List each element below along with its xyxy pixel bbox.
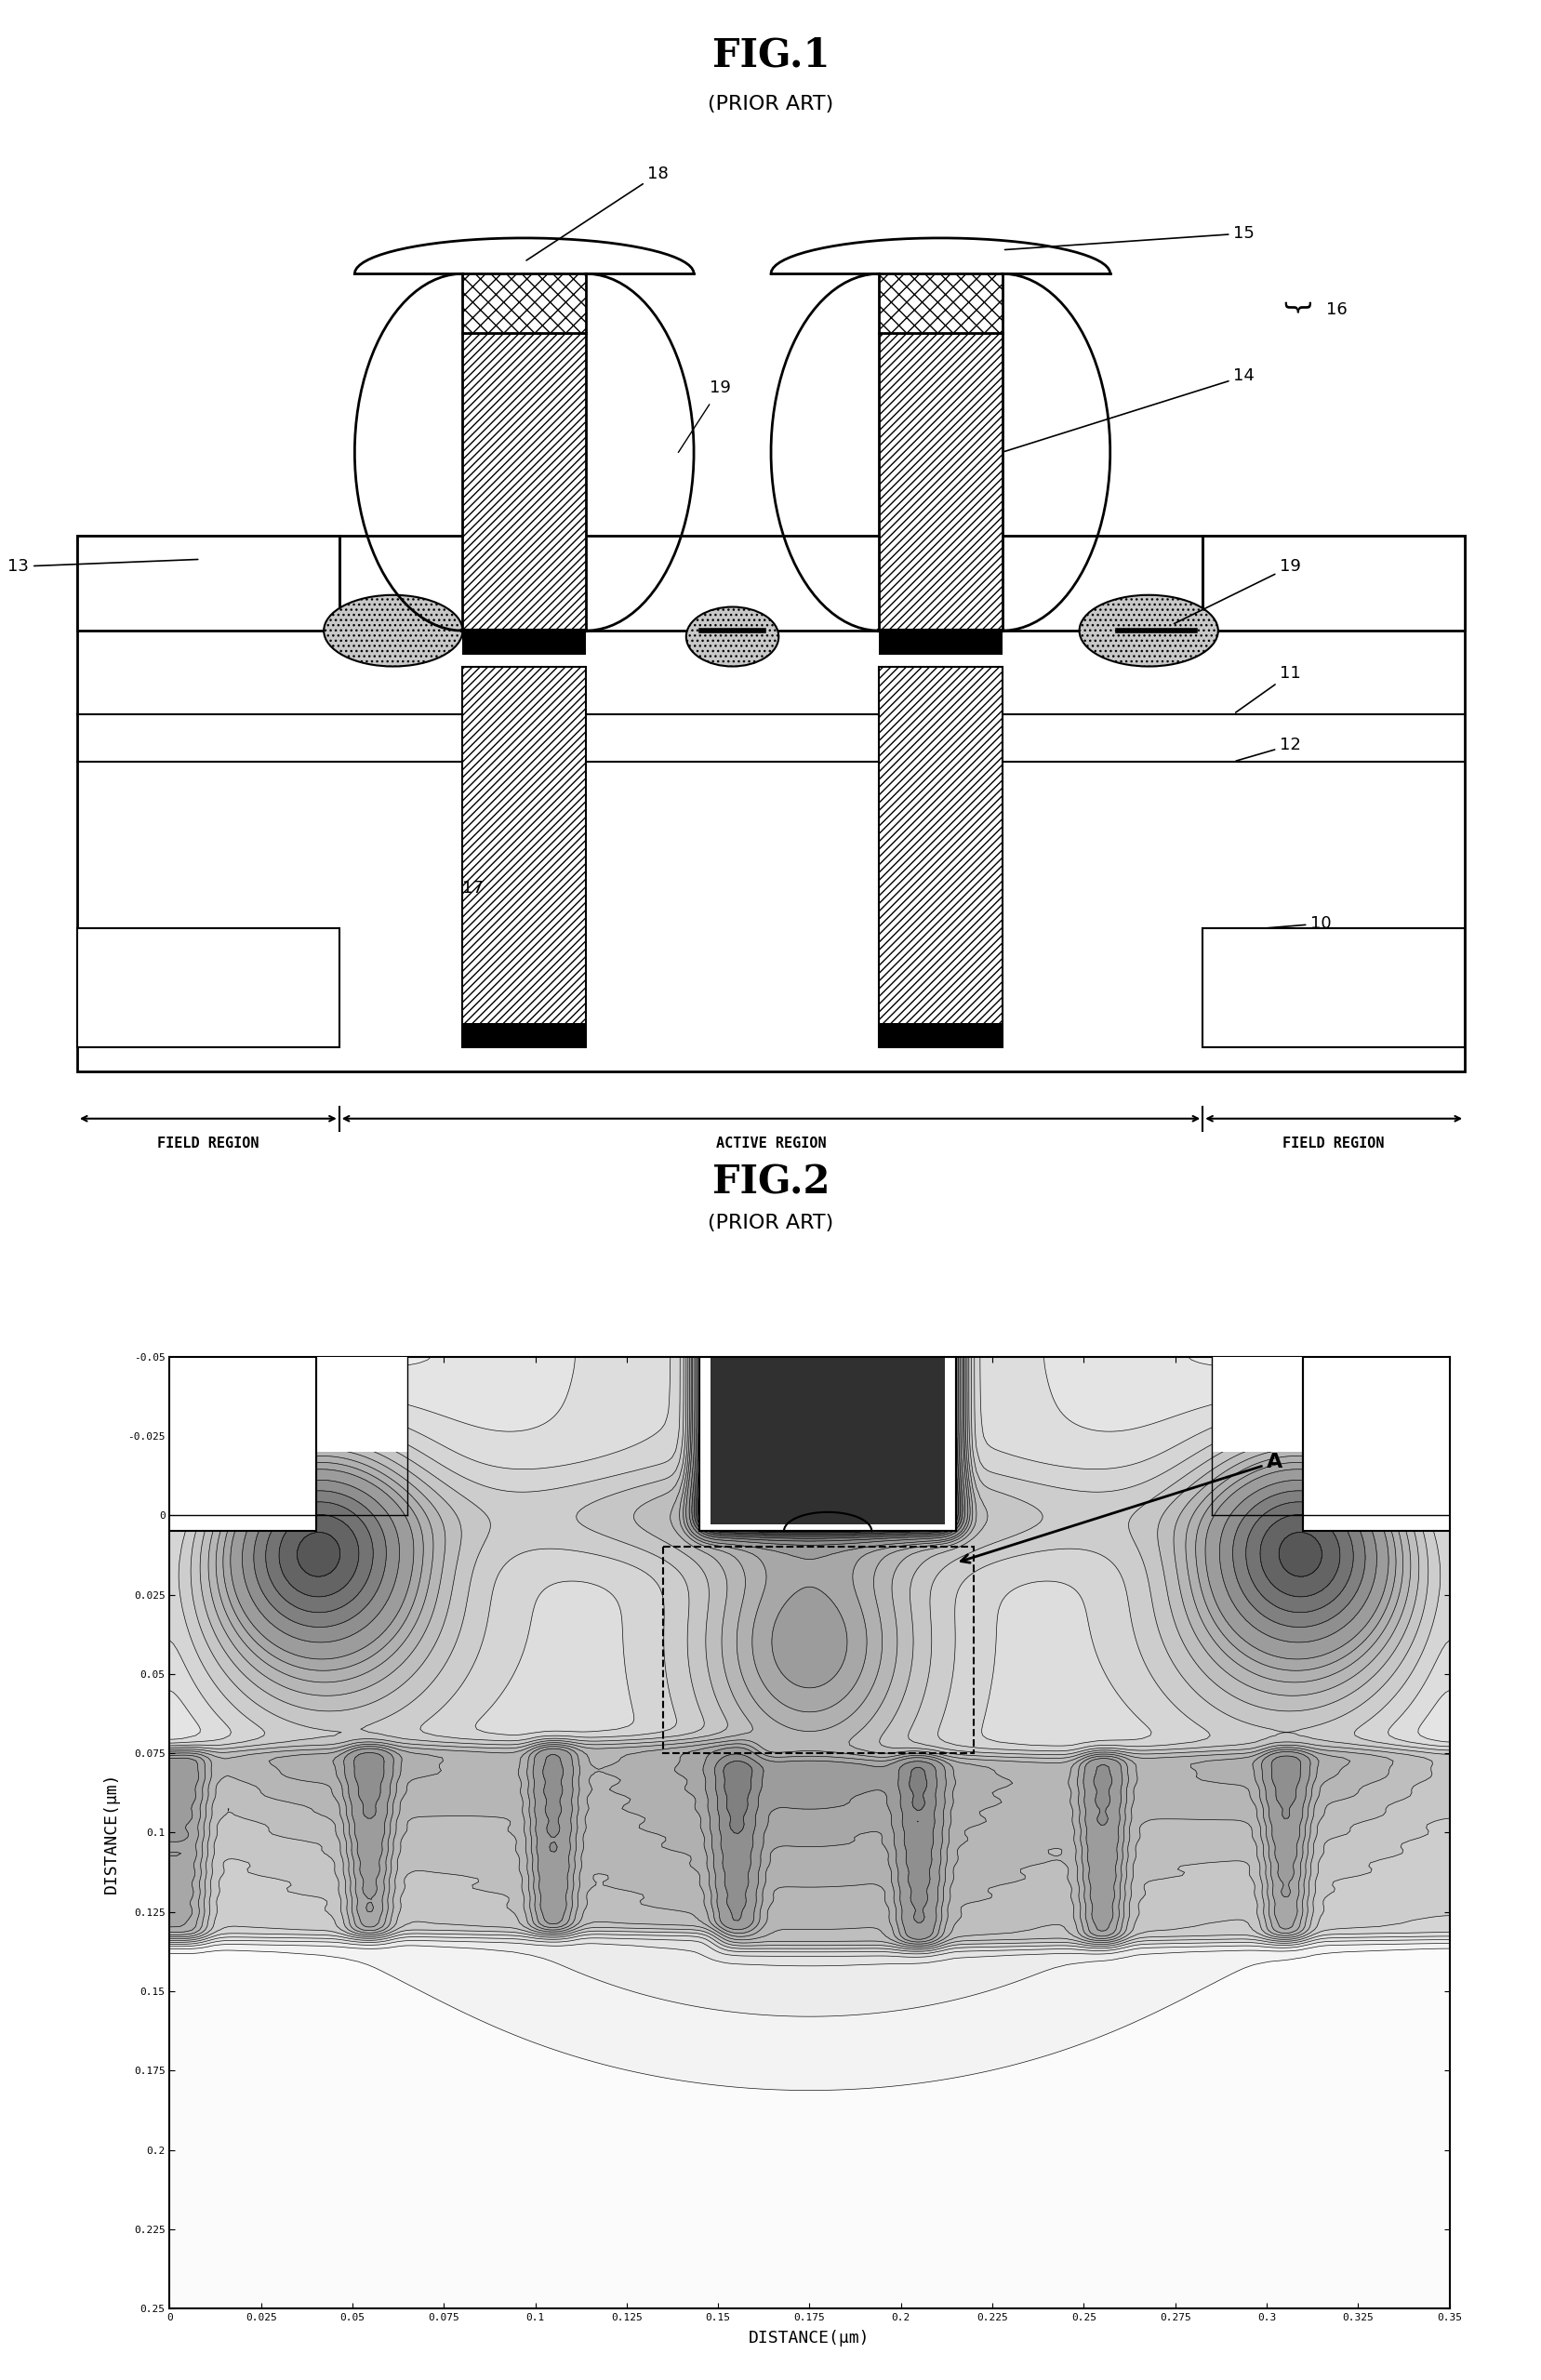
Bar [462, 1023, 586, 1047]
Text: 13: 13 [8, 559, 197, 576]
Bar [1202, 536, 1464, 631]
Text: FIG.1: FIG.1 [712, 36, 829, 74]
Bar [77, 536, 1464, 1071]
Bar [878, 333, 1002, 631]
Text: 17: 17 [462, 881, 484, 897]
Bar [878, 274, 1002, 333]
Bar [462, 631, 586, 654]
Text: (PRIOR ART): (PRIOR ART) [707, 1214, 834, 1233]
X-axis label: DISTANCE(μm): DISTANCE(μm) [749, 2330, 869, 2347]
Bar [462, 333, 586, 631]
Bar [710, 1357, 945, 1526]
Y-axis label: DISTANCE(μm): DISTANCE(μm) [103, 1773, 120, 1892]
Text: 10: 10 [1267, 916, 1331, 933]
Bar [462, 666, 586, 1047]
Text: ACTIVE REGION: ACTIVE REGION [715, 1135, 826, 1150]
Text: FIG.2: FIG.2 [712, 1164, 829, 1202]
Text: 12: 12 [1236, 738, 1301, 762]
Text: 19: 19 [709, 381, 730, 397]
Ellipse shape [324, 595, 462, 666]
Text: 16: 16 [1325, 300, 1347, 319]
Text: (PRIOR ART): (PRIOR ART) [707, 95, 834, 114]
Ellipse shape [1079, 595, 1217, 666]
Ellipse shape [686, 607, 778, 666]
Text: 18: 18 [525, 167, 669, 259]
Bar [1211, 1357, 1449, 1452]
Text: A: A [960, 1452, 1282, 1564]
Text: 15: 15 [1005, 226, 1254, 250]
Bar [1202, 928, 1464, 1047]
Bar [462, 274, 586, 333]
Text: 11: 11 [1234, 666, 1301, 712]
Bar [77, 928, 339, 1047]
Text: 14: 14 [1005, 369, 1254, 452]
Bar [878, 631, 1002, 654]
Text: 19: 19 [1174, 559, 1301, 624]
Text: FIELD REGION: FIELD REGION [157, 1135, 259, 1150]
Bar [1302, 1357, 1449, 1530]
Bar [170, 1357, 316, 1530]
Bar [878, 666, 1002, 1047]
Bar [878, 1023, 1002, 1047]
Bar [77, 536, 339, 631]
Text: }: } [1279, 300, 1305, 319]
Bar [663, 1547, 974, 1754]
Text: FIELD REGION: FIELD REGION [1282, 1135, 1384, 1150]
Bar [170, 1357, 407, 1452]
Bar [700, 1357, 955, 1530]
